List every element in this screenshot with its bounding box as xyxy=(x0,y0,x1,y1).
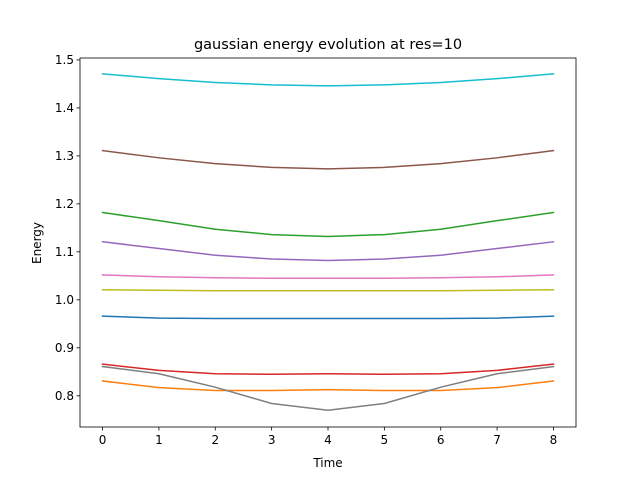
y-tick-label: 0.8 xyxy=(55,389,74,403)
series-line-4 xyxy=(101,363,555,375)
y-axis-label: Energy xyxy=(30,222,44,264)
x-tick-label: 4 xyxy=(324,433,332,447)
series-line-8 xyxy=(101,365,555,411)
series-line-3 xyxy=(101,211,555,238)
y-tick-label: 1.2 xyxy=(55,197,74,211)
x-tick-label: 2 xyxy=(211,433,219,447)
series-line-9 xyxy=(101,289,555,292)
series-line-6 xyxy=(101,149,555,170)
y-axis: 0.8 0.9 1.0 1.1 1.2 1.3 1.4 1.5 xyxy=(55,53,80,403)
x-tick-label: 5 xyxy=(381,433,389,447)
x-tick-label: 7 xyxy=(493,433,501,447)
y-tick-label: 1.1 xyxy=(55,245,74,259)
x-tick-label: 1 xyxy=(155,433,163,447)
x-axis-label: Time xyxy=(312,456,342,470)
y-tick-label: 1.5 xyxy=(55,53,74,67)
series-line-10 xyxy=(101,73,555,87)
y-tick-label: 1.4 xyxy=(55,101,74,115)
y-tick-label: 1.3 xyxy=(55,149,74,163)
plot-lines xyxy=(101,73,555,411)
x-axis: 0 1 2 3 4 5 6 7 8 xyxy=(99,427,558,447)
y-tick-label: 0.9 xyxy=(55,341,74,355)
series-line-7 xyxy=(101,274,555,279)
y-tick-label: 1.0 xyxy=(55,293,74,307)
x-tick-label: 0 xyxy=(99,433,107,447)
chart-title: gaussian energy evolution at res=10 xyxy=(194,37,462,53)
series-line-2 xyxy=(101,380,555,392)
x-tick-label: 3 xyxy=(268,433,276,447)
series-line-1 xyxy=(101,315,555,320)
x-tick-label: 8 xyxy=(550,433,558,447)
x-tick-label: 6 xyxy=(437,433,445,447)
series-line-5 xyxy=(101,240,555,262)
